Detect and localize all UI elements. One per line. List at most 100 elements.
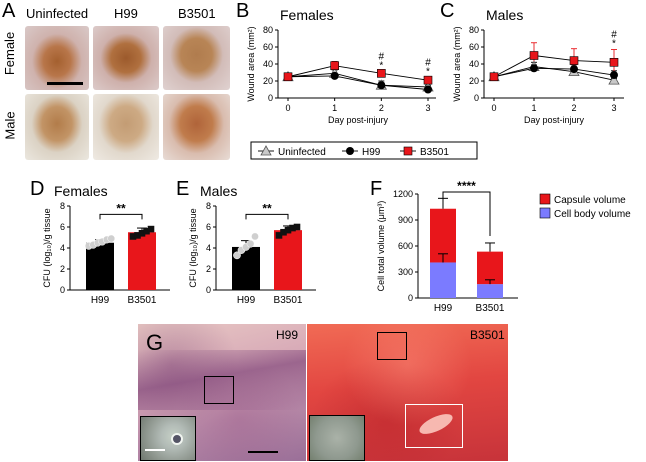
legend-swatch xyxy=(539,193,551,205)
legend-label: Capsule volume xyxy=(554,195,626,206)
data-point xyxy=(293,223,301,231)
bar-cell-body-b3501 xyxy=(477,284,503,298)
y-tick-label: 6 xyxy=(206,222,211,232)
panel-e-letter: E xyxy=(176,178,190,200)
legend-label-uninfected: Uninfected xyxy=(278,147,326,158)
photo-female-uninfected xyxy=(25,26,89,90)
x-tick-label: H99 xyxy=(237,295,256,306)
x-tick-label: 0 xyxy=(491,103,496,113)
bar-b3501 xyxy=(274,230,302,290)
series-line-uninfected xyxy=(287,72,429,88)
panel-g-h99-micrograph xyxy=(138,324,306,461)
legend-box: Uninfected H99 B3501 xyxy=(250,141,478,160)
h99-inset xyxy=(140,416,196,461)
panel-d-letter: D xyxy=(30,178,45,200)
series-line-b3501 xyxy=(287,65,429,81)
bar-b3501 xyxy=(128,232,156,290)
legend-marker-h99 xyxy=(346,147,354,155)
x-tick-label: B3501 xyxy=(274,295,303,306)
y-tick-label: 0 xyxy=(408,293,413,303)
significance-mark: * xyxy=(379,61,383,72)
bar-capsule-b3501 xyxy=(477,251,503,285)
data-point xyxy=(246,239,255,248)
g-label-h99: H99 xyxy=(276,328,299,342)
y-tick-label: 2 xyxy=(206,264,211,274)
data-point xyxy=(275,232,283,239)
y-tick-label: 20 xyxy=(469,76,479,86)
significance-mark: # xyxy=(379,52,385,63)
chart-e-title: Males xyxy=(200,183,237,199)
chart-f: 0 300 600 900 1200 Cell total volume (μm³) H99… xyxy=(376,179,631,314)
chart-c-title: Males xyxy=(486,7,523,23)
x-axis-label: Day post-injury xyxy=(524,115,585,125)
significance-mark: ** xyxy=(262,201,272,215)
point-b3501 xyxy=(283,72,293,82)
significance-bracket xyxy=(442,191,491,236)
point-b3501 xyxy=(529,51,539,60)
x-tick-label: H99 xyxy=(434,303,453,314)
legend-marker-b3501 xyxy=(403,146,413,156)
data-point xyxy=(107,234,116,243)
y-tick-label: 6 xyxy=(60,222,65,232)
data-point xyxy=(233,251,241,260)
x-tick-label: B3501 xyxy=(128,295,157,306)
point-b3501 xyxy=(609,57,619,67)
panel-b-letter: B xyxy=(236,0,250,22)
data-point xyxy=(289,224,296,232)
y-tick-label: 4 xyxy=(60,243,65,253)
y-axis-label: CFU (log₁₀)/g tissue xyxy=(42,208,52,287)
scale-bar xyxy=(47,82,83,85)
data-point xyxy=(147,225,155,233)
y-tick-label: 20 xyxy=(263,76,273,86)
b3501-zoom-region xyxy=(377,332,407,360)
point-uninfected xyxy=(608,74,620,85)
point-b3501 xyxy=(330,61,339,71)
data-point xyxy=(280,228,287,236)
bar-h99 xyxy=(86,242,114,290)
data-point xyxy=(134,232,141,239)
y-tick-label: 8 xyxy=(60,201,65,211)
panel-g-letter: G xyxy=(146,330,164,355)
y-tick-label: 60 xyxy=(469,42,479,52)
significance-mark: # xyxy=(611,30,617,41)
x-tick-label: 3 xyxy=(611,103,616,113)
panel-g-b3501-micrograph xyxy=(307,324,508,461)
h99-scale-bar xyxy=(248,451,278,453)
data-point xyxy=(129,233,137,240)
legend-label-b3501: B3501 xyxy=(420,147,449,158)
point-h99 xyxy=(530,64,538,73)
legend-swatch xyxy=(539,207,551,219)
y-tick-label: 80 xyxy=(469,25,479,35)
y-tick-label: 900 xyxy=(398,215,413,225)
y-tick-label: 8 xyxy=(206,201,211,211)
x-tick-label: 1 xyxy=(531,103,536,113)
b3501-highlight-lesion xyxy=(416,410,456,438)
bar-cell-body-h99 xyxy=(430,262,456,298)
significance-bracket xyxy=(99,213,143,220)
h99-tissue-layer xyxy=(138,350,306,410)
col-label-h99: H99 xyxy=(114,6,138,21)
y-tick-label: 40 xyxy=(469,59,479,69)
point-b3501 xyxy=(569,56,579,65)
col-label-b3501: B3501 xyxy=(178,6,216,21)
legend-label: Cell body volume xyxy=(554,209,631,220)
chart-d-title: Females xyxy=(54,183,108,199)
significance-bracket xyxy=(245,213,289,220)
significance-mark: ** xyxy=(116,201,126,215)
col-label-uninfected: Uninfected xyxy=(26,6,89,21)
x-tick-label: 2 xyxy=(379,103,384,113)
y-tick-label: 2 xyxy=(60,264,65,274)
significance-mark: **** xyxy=(457,179,476,193)
y-tick-label: 80 xyxy=(263,25,273,35)
y-tick-label: 0 xyxy=(206,285,211,295)
y-axis-label: Wound area (mm²) xyxy=(452,26,462,101)
h99-inset-scale-bar xyxy=(145,449,165,451)
x-tick-label: 1 xyxy=(332,103,337,113)
chart-b: Females 0 20 40 60 80 0 1 2 3 Day post-injury Woun… xyxy=(246,7,436,125)
photo-male-b3501 xyxy=(163,94,230,160)
y-tick-label: 1200 xyxy=(393,189,413,199)
x-tick-label: B3501 xyxy=(476,303,505,314)
legend-label-h99: H99 xyxy=(362,147,381,158)
h99-zoom-region xyxy=(204,376,234,404)
row-label-female: Female xyxy=(2,31,18,76)
